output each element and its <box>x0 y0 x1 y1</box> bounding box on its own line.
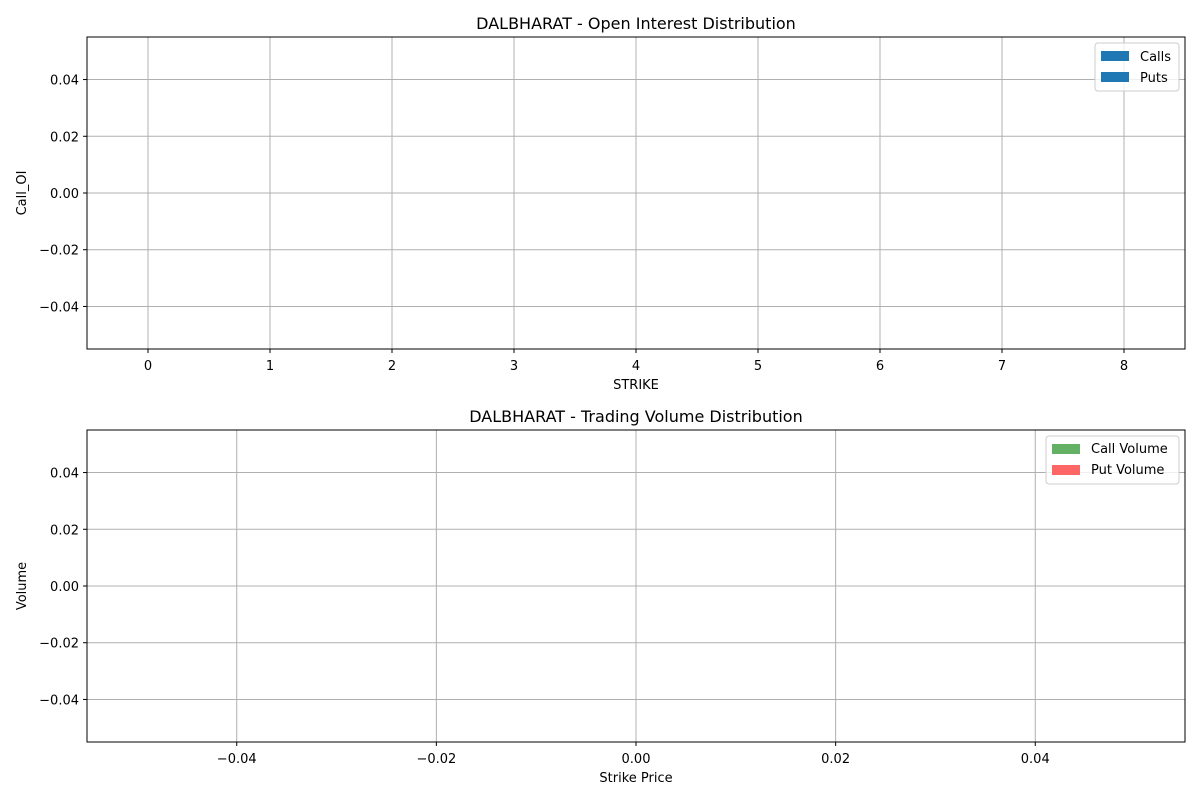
oi-y-tick-label: −0.04 <box>39 300 79 315</box>
volume-x-tick-label: 0.04 <box>1021 752 1050 767</box>
oi-chart: DALBHARAT - Open Interest Distribution 0… <box>15 14 1186 393</box>
volume-y-ticks: −0.04 −0.02 0.00 0.02 0.04 <box>39 467 87 708</box>
volume-x-tick-label: 0.00 <box>622 752 651 767</box>
oi-y-ticks: −0.04 −0.02 0.00 0.02 0.04 <box>39 74 87 315</box>
volume-x-axis-label: Strike Price <box>599 771 672 786</box>
oi-x-tick-label: 0 <box>144 359 152 374</box>
oi-x-axis-label: STRIKE <box>613 378 659 393</box>
oi-y-tick-label: 0.02 <box>50 130 79 145</box>
oi-y-tick-label: 0.04 <box>50 74 79 89</box>
volume-y-tick-label: 0.02 <box>50 523 79 538</box>
oi-x-tick-label: 4 <box>632 359 640 374</box>
volume-grid <box>87 430 1185 742</box>
volume-legend-label-call: Call Volume <box>1091 442 1168 457</box>
volume-x-tick-label: −0.02 <box>416 752 456 767</box>
oi-x-tick-label: 1 <box>266 359 274 374</box>
oi-x-tick-label: 2 <box>388 359 396 374</box>
oi-x-tick-label: 8 <box>1120 359 1128 374</box>
oi-legend-swatch-puts <box>1101 72 1129 82</box>
volume-y-tick-label: −0.04 <box>39 693 79 708</box>
oi-x-ticks: 0 1 2 3 4 5 6 7 8 <box>144 349 1128 374</box>
oi-legend-label-puts: Puts <box>1140 71 1168 86</box>
volume-legend-swatch-call <box>1052 444 1080 454</box>
oi-y-tick-label: −0.02 <box>39 244 79 259</box>
volume-legend-swatch-put <box>1052 465 1080 475</box>
oi-x-tick-label: 7 <box>998 359 1006 374</box>
oi-x-tick-label: 5 <box>754 359 762 374</box>
volume-y-tick-label: −0.02 <box>39 637 79 652</box>
oi-y-tick-label: 0.00 <box>50 187 79 202</box>
volume-x-ticks: −0.04 −0.02 0.00 0.02 0.04 <box>217 742 1050 767</box>
volume-chart: DALBHARAT - Trading Volume Distribution … <box>15 407 1186 786</box>
oi-y-axis-label: Call_OI <box>15 171 30 216</box>
oi-legend-label-calls: Calls <box>1140 50 1171 65</box>
volume-chart-title: DALBHARAT - Trading Volume Distribution <box>469 407 802 426</box>
volume-x-tick-label: −0.04 <box>217 752 257 767</box>
oi-x-tick-label: 6 <box>876 359 884 374</box>
volume-legend-label-put: Put Volume <box>1091 463 1164 478</box>
volume-x-tick-label: 0.02 <box>821 752 850 767</box>
oi-chart-title: DALBHARAT - Open Interest Distribution <box>476 14 796 33</box>
oi-legend: Calls Puts <box>1094 42 1180 92</box>
volume-legend: Call Volume Put Volume <box>1045 435 1180 485</box>
oi-legend-swatch-calls <box>1101 51 1129 61</box>
oi-x-tick-label: 3 <box>510 359 518 374</box>
volume-y-tick-label: 0.04 <box>50 467 79 482</box>
volume-y-axis-label: Volume <box>15 562 30 610</box>
oi-grid <box>87 37 1185 349</box>
volume-y-tick-label: 0.00 <box>50 580 79 595</box>
